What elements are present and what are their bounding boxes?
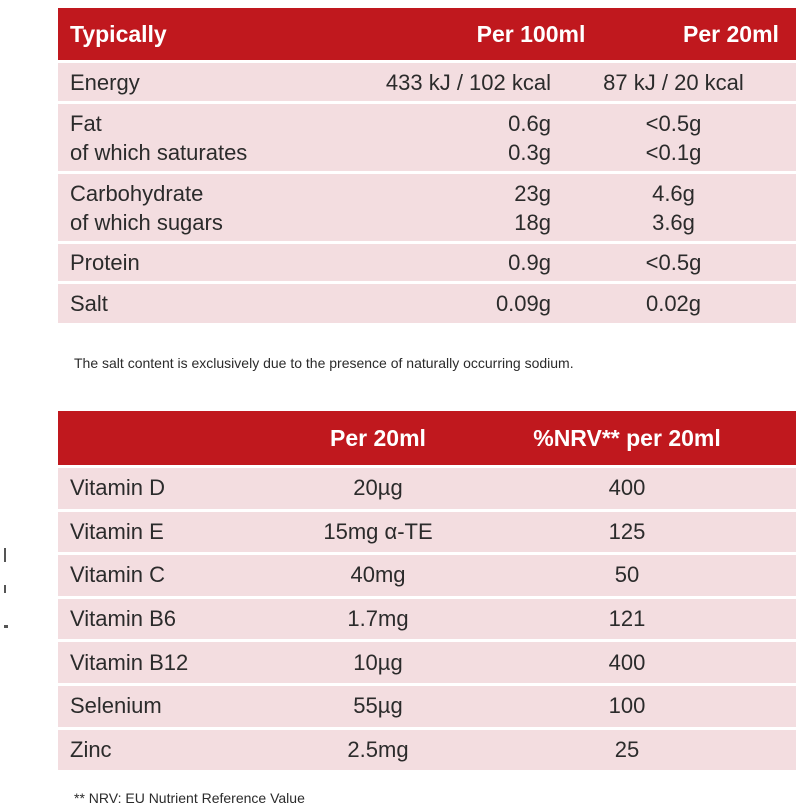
table-row: Vitamin E 15mg α-TE 125 [58, 511, 796, 553]
cell-line: Energy [70, 69, 140, 95]
value-nrv: 400 [608, 475, 646, 501]
cell-line: 0.09g [495, 291, 551, 316]
value-per-100ml: 23g 18g [326, 179, 551, 237]
value-per-100ml: 433 kJ / 102 kcal [326, 68, 551, 97]
table-row: Vitamin B12 10µg 400 [58, 642, 796, 683]
salt-note: The salt content is exclusively due to t… [74, 355, 574, 371]
cell-line: of which saturates [70, 139, 248, 165]
row-label: Zinc [70, 736, 112, 762]
cell-line: Salt [70, 291, 108, 316]
table-row: Vitamin C 40mg 50 [58, 555, 796, 596]
row-label: Vitamin C [70, 562, 165, 588]
value-nrv: 50 [614, 562, 640, 588]
row-label: Vitamin B12 [70, 649, 189, 675]
nutrition-table-header: Typically Per 100ml Per 20ml [58, 8, 796, 60]
cell-line: 18g [514, 209, 551, 235]
table-row: Salt 0.09g 0.02g [58, 284, 796, 323]
stray-mark [4, 548, 6, 562]
row-label: Vitamin E [70, 518, 164, 544]
cell-line: Carbohydrate [70, 180, 204, 206]
value-per-100ml: 0.6g 0.3g [326, 109, 551, 167]
value-nrv: 25 [614, 736, 640, 762]
header-nrv: %NRV** per 20ml [533, 424, 721, 451]
table-row: Carbohydrate of which sugars 23g 18g 4.6g 3.6… [58, 174, 796, 241]
nrv-note: ** NRV: EU Nutrient Reference Value [74, 790, 305, 806]
value-per-20ml: 10µg [353, 649, 403, 675]
header-per-100ml: Per 100ml [476, 20, 586, 47]
value-per-20ml: <0.5g <0.1g [551, 109, 796, 167]
cell-line: <0.1g [645, 139, 702, 165]
value-per-20ml: 20µg [353, 475, 403, 501]
cell-line: 433 kJ / 102 kcal [385, 69, 551, 95]
value-per-20ml: 15mg α-TE [323, 518, 433, 544]
stray-mark [4, 585, 6, 593]
value-per-20ml: 4.6g 3.6g [551, 179, 796, 237]
stray-mark [4, 625, 8, 628]
row-label: Carbohydrate of which sugars [58, 179, 326, 237]
value-per-20ml: 55µg [353, 693, 403, 719]
row-label: Fat of which saturates [58, 109, 326, 167]
table-row: Energy 433 kJ / 102 kcal 87 kJ / 20 kcal [58, 63, 796, 101]
cell-line: 3.6g [652, 209, 695, 235]
value-per-20ml: 1.7mg [347, 606, 409, 632]
cell-line: 0.02g [645, 291, 702, 316]
table-row: Zinc 2.5mg 25 [58, 729, 796, 771]
value-nrv: 400 [608, 649, 646, 675]
value-per-20ml: 2.5mg [347, 736, 409, 762]
row-label: Selenium [70, 693, 162, 719]
row-label: Protein [58, 248, 326, 277]
cell-line: of which sugars [70, 209, 223, 235]
table-row: Vitamin D 20µg 400 [58, 468, 796, 509]
vitamin-table: Per 20ml %NRV** per 20ml Vitamin D 20µg 40… [58, 411, 796, 771]
header-per-20ml: Per 20ml [683, 20, 779, 47]
row-label: Vitamin B6 [70, 606, 176, 632]
cell-line: 23g [514, 180, 551, 206]
table-row: Selenium 55µg 100 [58, 685, 796, 727]
value-per-100ml: 0.9g [326, 248, 551, 277]
value-nrv: 125 [608, 518, 646, 544]
value-per-20ml: 0.02g [551, 289, 796, 318]
value-per-100ml: 0.09g [326, 289, 551, 318]
cell-line: <0.5g [645, 110, 702, 136]
cell-line: 0.9g [508, 250, 551, 275]
cell-line: 4.6g [652, 180, 695, 206]
header-per-20ml: Per 20ml [330, 424, 426, 451]
header-typically: Typically [70, 20, 167, 47]
value-per-20ml: 87 kJ / 20 kcal [551, 68, 796, 97]
nutrition-table: Typically Per 100ml Per 20ml Energy 433 k… [58, 8, 796, 323]
cell-line: Fat [70, 110, 102, 136]
row-label: Salt [58, 289, 326, 318]
value-per-20ml: <0.5g [551, 248, 796, 277]
cell-line: <0.5g [645, 250, 702, 275]
table-row: Fat of which saturates 0.6g 0.3g <0.5g <0.1g [58, 104, 796, 171]
row-label: Vitamin D [70, 475, 165, 501]
cell-line: 87 kJ / 20 kcal [603, 69, 744, 95]
value-per-20ml: 40mg [350, 562, 406, 588]
value-nrv: 121 [608, 606, 646, 632]
cell-line: 0.3g [508, 139, 551, 165]
row-label: Energy [58, 68, 326, 97]
cell-line: Protein [70, 250, 140, 275]
cell-line: 0.6g [508, 110, 551, 136]
vitamin-table-header: Per 20ml %NRV** per 20ml [58, 411, 796, 465]
table-row: Vitamin B6 1.7mg 121 [58, 598, 796, 640]
table-row: Protein 0.9g <0.5g [58, 244, 796, 281]
value-nrv: 100 [608, 693, 646, 719]
